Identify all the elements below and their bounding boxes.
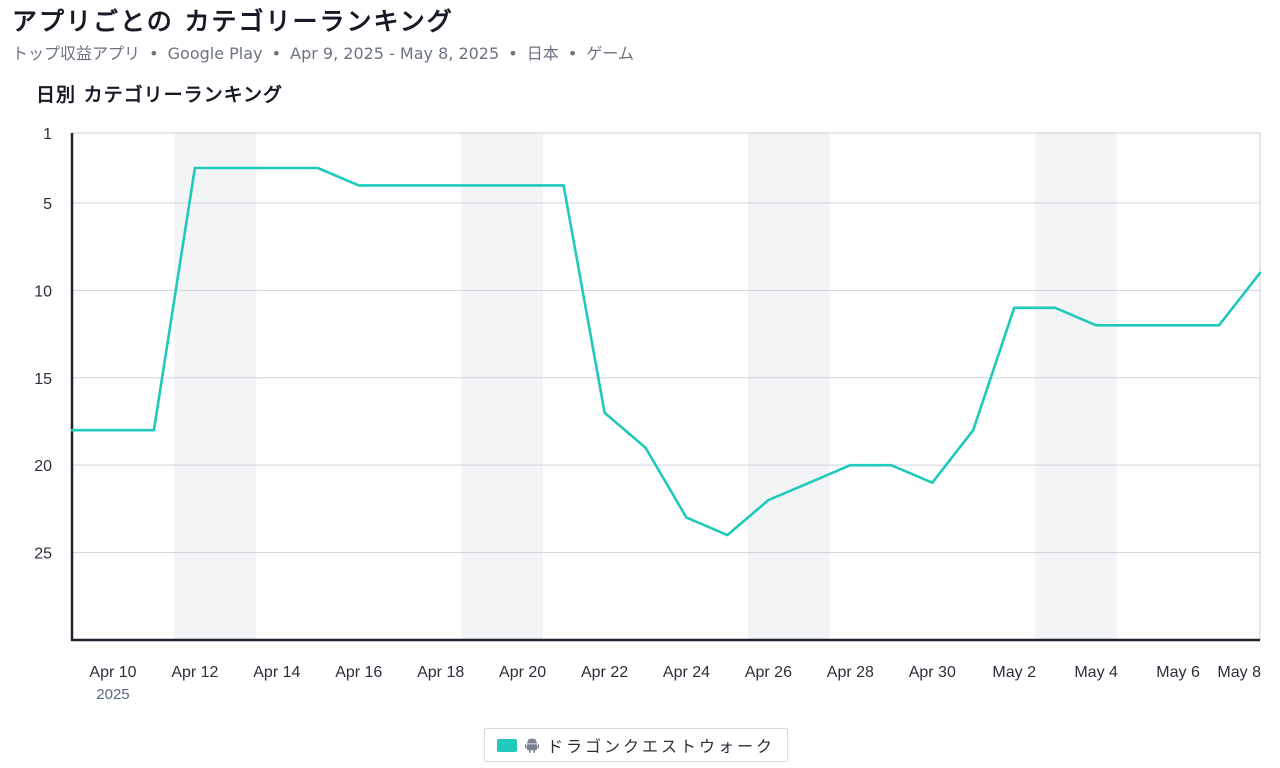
page-title: アプリごとの カテゴリーランキング	[12, 7, 454, 36]
subtitle-separator: •	[149, 44, 159, 63]
y-tick-label: 25	[34, 546, 52, 563]
weekend-band	[174, 133, 257, 640]
y-tick-label: 1	[43, 126, 52, 143]
x-tick-label: May 2	[992, 664, 1036, 681]
y-tick-label: 5	[43, 196, 52, 213]
x-tick-label: Apr 26	[745, 664, 792, 681]
weekend-band	[1034, 133, 1117, 640]
x-tick-label: May 4	[1074, 664, 1118, 681]
subtitle-category: ゲーム	[586, 44, 634, 63]
legend-item[interactable]: ドラゴンクエストウォーク	[484, 728, 789, 762]
subtitle-store: Google Play	[167, 44, 263, 63]
legend-label: ドラゴンクエストウォーク	[547, 737, 776, 756]
x-tick-year-label: 2025	[96, 686, 129, 703]
weekend-band	[461, 133, 544, 640]
y-tick-label: 15	[34, 371, 52, 388]
y-tick-label: 20	[34, 458, 52, 475]
weekend-band	[747, 133, 830, 640]
subtitle-separator: •	[271, 44, 282, 63]
android-icon	[525, 737, 539, 753]
series-group	[70, 166, 1262, 537]
x-tick-label: Apr 10	[89, 664, 136, 681]
x-axis-ticks: Apr 10 2025 Apr 12 Apr 14 Apr 16 Apr 18 Apr 20…	[89, 664, 1261, 703]
x-tick-label: Apr 16	[335, 664, 382, 681]
legend-swatch	[497, 738, 517, 752]
x-tick-label: May 6	[1156, 664, 1200, 681]
x-tick-label: May 8	[1217, 664, 1261, 681]
axes	[70, 132, 1261, 642]
x-tick-label: Apr 28	[827, 664, 874, 681]
weekend-bands	[174, 133, 1117, 640]
subtitle-date-range: Apr 9, 2025 - May 8, 2025	[290, 44, 500, 63]
x-tick-label: Apr 18	[417, 664, 464, 681]
subtitle-metric: トップ収益アプリ	[12, 44, 141, 63]
subtitle-separator: •	[567, 44, 578, 63]
x-tick-label: Apr 14	[253, 664, 300, 681]
x-tick-label: Apr 22	[581, 664, 628, 681]
x-tick-label: Apr 20	[499, 664, 546, 681]
x-tick-label: Apr 24	[663, 664, 710, 681]
page-subtitle: トップ収益アプリ • Google Play • Apr 9, 2025 - M…	[12, 40, 634, 64]
subtitle-country: 日本	[526, 44, 559, 63]
subtitle-separator: •	[508, 44, 518, 63]
series-line	[70, 166, 1262, 537]
y-tick-label: 10	[34, 283, 52, 300]
chart-title: 日別 カテゴリーランキング	[36, 84, 284, 106]
x-tick-label: Apr 12	[171, 664, 218, 681]
x-tick-label: Apr 30	[909, 664, 956, 681]
